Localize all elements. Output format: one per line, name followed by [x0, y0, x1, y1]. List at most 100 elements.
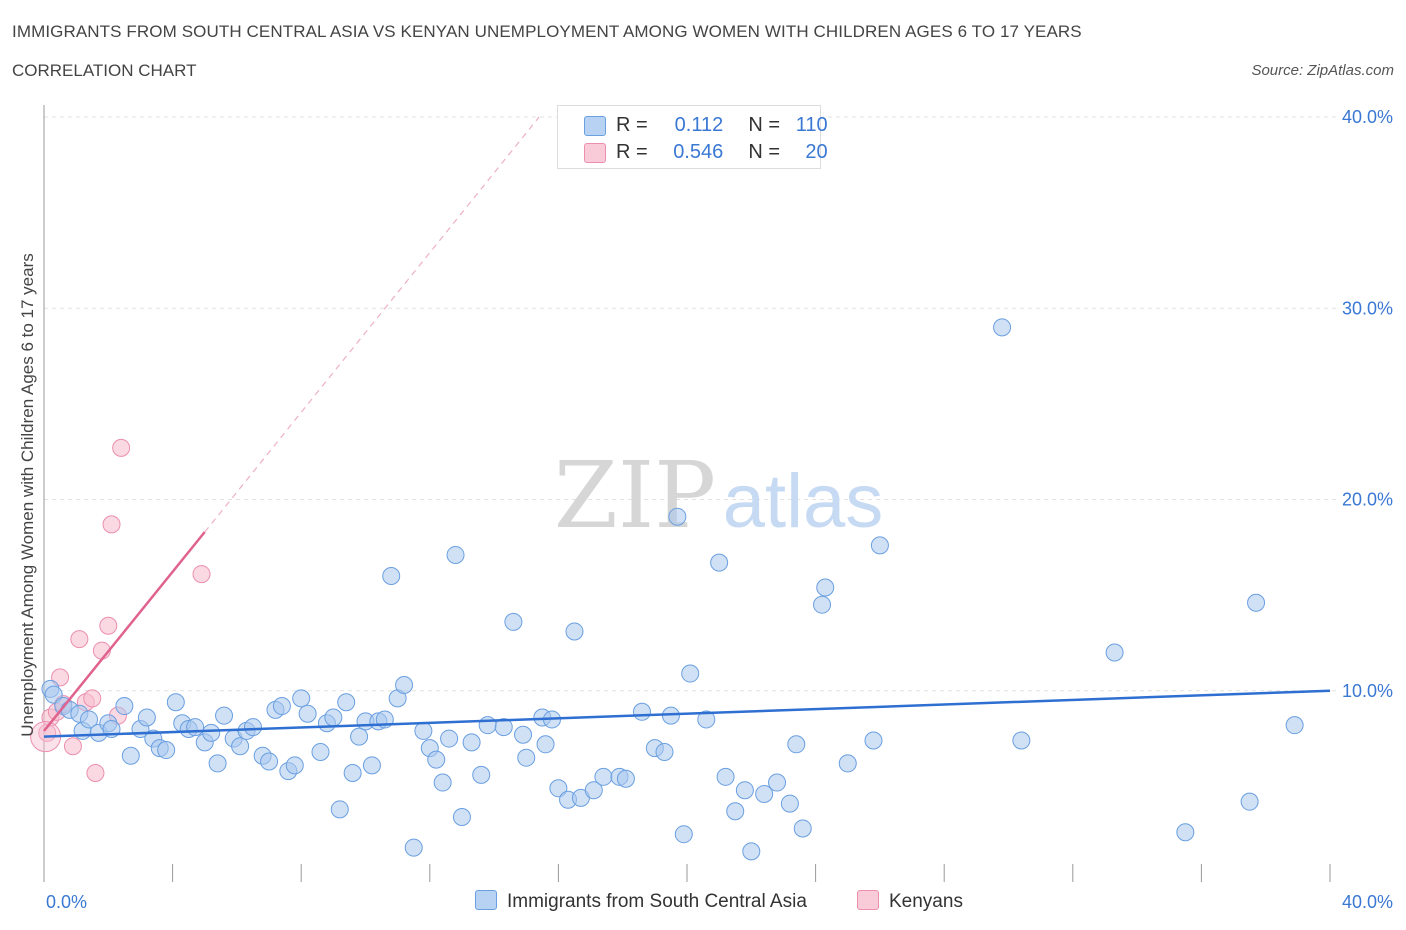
watermark-atlas: atlas: [723, 459, 884, 544]
y-tick-label: 40.0%: [1342, 107, 1393, 127]
south-central-asia-point: [1247, 593, 1266, 612]
south-central-asia-point: [330, 800, 349, 819]
kenyans-point: [99, 616, 118, 635]
south-central-asia-point: [494, 718, 513, 737]
south-central-asia-point: [186, 718, 205, 737]
south-central-asia-trend-line: [43, 689, 1331, 738]
kenyans-trend-extension: [204, 116, 540, 533]
chart-title: IMMIGRANTS FROM SOUTH CENTRAL ASIA VS KE…: [12, 22, 1082, 41]
south-central-asia-point: [350, 727, 369, 746]
south-central-asia-point: [755, 785, 774, 804]
south-central-asia-point: [272, 697, 291, 716]
south-central-asia-point: [787, 735, 806, 754]
south-central-asia-point: [446, 545, 465, 564]
south-central-asia-point: [44, 685, 63, 704]
south-central-asia-point: [337, 693, 356, 712]
south-central-asia-point: [80, 710, 99, 729]
x-tick-label: 40.0%: [1342, 892, 1393, 912]
south-central-asia-point: [1240, 792, 1259, 811]
south-central-asia-point: [462, 733, 481, 752]
legend-swatch-blue: [475, 890, 497, 910]
south-central-asia-point: [157, 741, 176, 760]
south-central-asia-point: [452, 807, 471, 826]
n-label: N =: [748, 141, 781, 163]
south-central-asia-point: [414, 721, 433, 740]
kenyans-point: [51, 668, 70, 687]
y-axis-label: Unemployment Among Women with Children A…: [18, 253, 37, 737]
south-central-asia-point: [1176, 823, 1195, 842]
south-central-asia-point: [793, 819, 812, 838]
watermark: ZIP atlas: [554, 442, 883, 549]
south-central-asia-point: [440, 729, 459, 748]
source-credit: Source: ZipAtlas.com: [1251, 62, 1394, 79]
south-central-asia-point: [472, 765, 491, 784]
south-central-asia-point: [433, 773, 452, 792]
r-label: R =: [616, 141, 648, 163]
south-central-asia-point: [260, 752, 279, 771]
south-central-asia-point: [324, 708, 343, 727]
south-central-asia-point: [1012, 731, 1031, 750]
axis-layer: 10.0% 20.0% 30.0% 40.0% 0.0% 40.0%: [43, 105, 1393, 912]
n-value: 110: [795, 114, 828, 136]
r-label: R =: [616, 114, 648, 136]
south-central-asia-point: [780, 794, 799, 813]
south-central-asia-point: [726, 802, 745, 821]
legend-item-south-central-asia: Immigrants from South Central Asia: [475, 890, 807, 913]
y-tick-label: 30.0%: [1342, 298, 1393, 318]
south-central-asia-point: [565, 622, 584, 641]
kenyans-point: [192, 565, 211, 584]
south-central-asia-points: [41, 318, 1304, 861]
south-central-asia-point: [838, 754, 857, 773]
south-central-asia-point: [362, 756, 381, 775]
south-central-asia-point: [478, 716, 497, 735]
n-label: N =: [748, 114, 781, 136]
legend-swatch-blue: [584, 116, 606, 136]
south-central-asia-point: [716, 767, 735, 786]
south-central-asia-point: [536, 735, 555, 754]
south-central-asia-point: [285, 756, 304, 775]
south-central-asia-point: [311, 742, 330, 761]
kenyans-point: [83, 689, 102, 708]
south-central-asia-point: [594, 767, 613, 786]
south-central-asia-point: [404, 838, 423, 857]
south-central-asia-point: [298, 704, 317, 723]
south-central-asia-point: [813, 595, 832, 614]
kenyans-point: [86, 763, 105, 782]
south-central-asia-point: [115, 697, 134, 716]
south-central-asia-point: [243, 718, 262, 737]
south-central-asia-point: [137, 708, 156, 727]
south-central-asia-point: [768, 773, 787, 792]
kenyans-point: [102, 515, 121, 534]
south-central-asia-point: [395, 676, 414, 695]
kenyans-trend-line: [43, 531, 206, 732]
south-central-asia-point: [1105, 643, 1124, 662]
kenyans-point: [63, 737, 82, 756]
south-central-asia-point: [292, 689, 311, 708]
r-value: 0.112: [674, 114, 724, 136]
south-central-asia-point: [816, 578, 835, 597]
south-central-asia-point: [710, 553, 729, 572]
south-central-asia-point: [616, 769, 635, 788]
chart-subtitle: CORRELATION CHART: [12, 61, 197, 80]
r-value: 0.546: [673, 141, 724, 163]
south-central-asia-point: [681, 664, 700, 683]
legend-item-kenyans: Kenyans: [857, 890, 963, 913]
kenyans-point: [70, 630, 89, 649]
legend-swatch-pink: [584, 143, 606, 163]
south-central-asia-point: [208, 754, 227, 773]
south-central-asia-point: [382, 567, 401, 585]
south-central-asia-point: [655, 742, 674, 761]
grid-layer: [44, 116, 1340, 692]
south-central-asia-point: [674, 825, 693, 844]
legend-label-kenyans: Kenyans: [889, 891, 963, 912]
south-central-asia-point: [202, 723, 221, 742]
y-tick-label: 20.0%: [1342, 490, 1393, 510]
south-central-asia-point: [864, 731, 883, 750]
south-central-asia-point: [166, 693, 185, 712]
trend-lines: [43, 116, 1331, 738]
legend-label-south-central-asia: Immigrants from South Central Asia: [507, 891, 807, 912]
south-central-asia-point: [504, 612, 523, 631]
south-central-asia-point: [514, 725, 533, 744]
south-central-asia-point: [735, 781, 754, 800]
south-central-asia-point: [742, 842, 761, 861]
